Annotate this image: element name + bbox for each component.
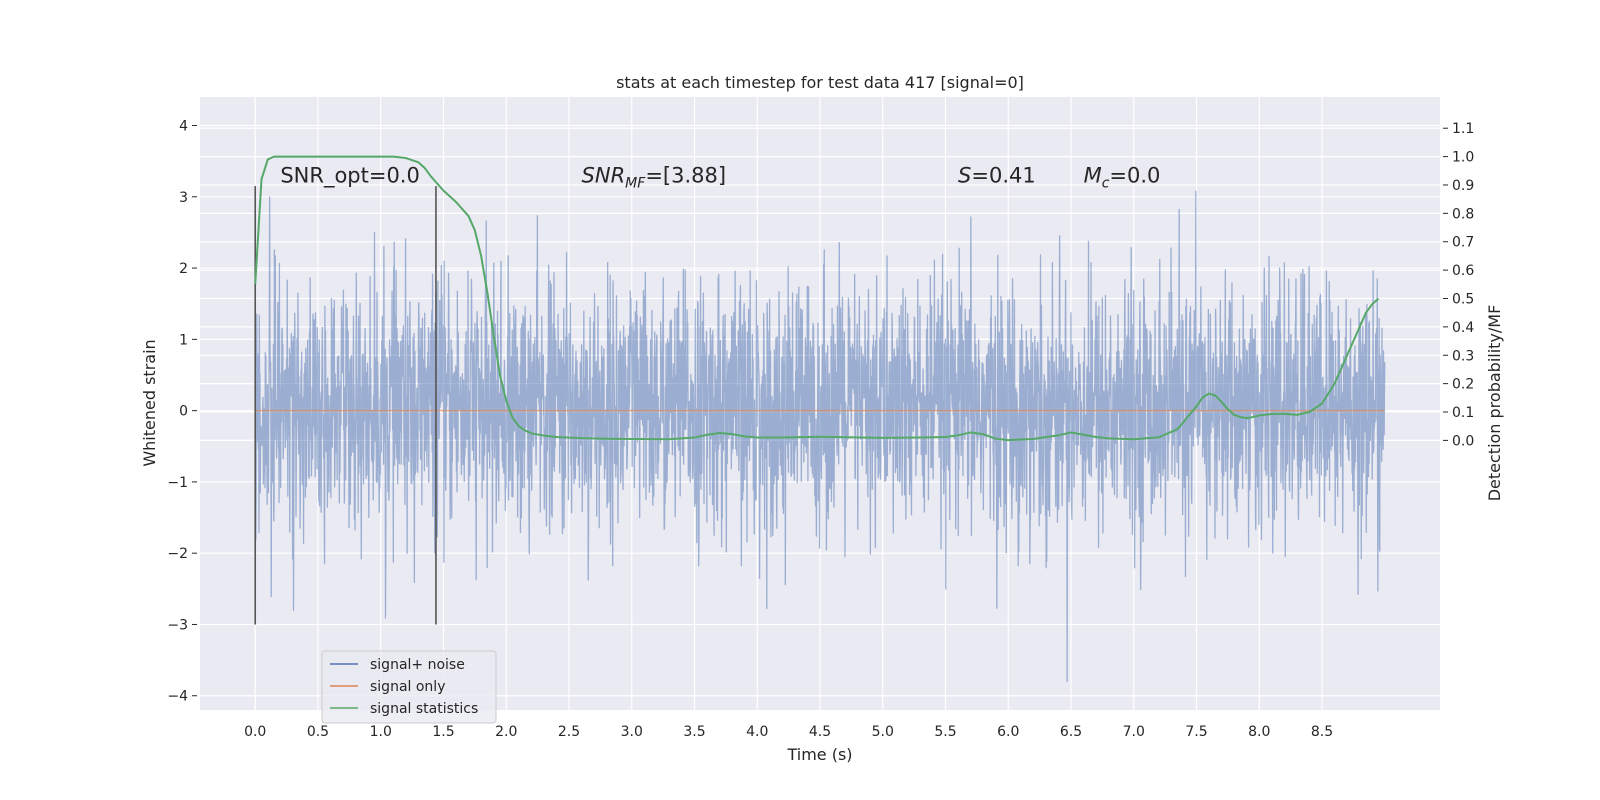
annotation-snr-mf-subscript: MF bbox=[625, 176, 646, 192]
y-tick-label-7: 3 bbox=[179, 190, 188, 206]
x-axis-ticks: 0.0 0.5 1.0 1.5 2.0 2.5 3.0 3.5 4.0 4.5 5.0 5.5 6.0 6… bbox=[244, 724, 1333, 740]
annotation-mc: Mc=0.0 bbox=[1084, 164, 1161, 192]
vertical-lines bbox=[254, 186, 437, 625]
x-tick-label-2: 1.0 bbox=[370, 724, 392, 740]
x-tick-label-1: 0.5 bbox=[307, 724, 329, 740]
y2-tick-label-4: 0.4 bbox=[1452, 320, 1474, 336]
x-tick-label-7: 3.5 bbox=[683, 724, 705, 740]
x-axis-label: Time (s) bbox=[786, 745, 852, 764]
annotation-snr-mf-symbol: SNR bbox=[582, 164, 626, 188]
y2-tick-label-0: 0.0 bbox=[1452, 433, 1474, 449]
y2-tick-label-5: 0.5 bbox=[1452, 291, 1474, 307]
x-tick-label-12: 6.0 bbox=[997, 724, 1019, 740]
annotation-s-value: =0.41 bbox=[971, 164, 1035, 188]
annotation-s: S=0.41 bbox=[958, 164, 1036, 188]
y2-tick-label-2: 0.2 bbox=[1452, 377, 1474, 393]
annotation-s-symbol: S bbox=[958, 164, 971, 188]
x-tick-label-9: 4.5 bbox=[809, 724, 831, 740]
annotation-mc-value: =0.0 bbox=[1109, 164, 1160, 188]
y-tick-label-6: 2 bbox=[179, 261, 188, 277]
y2-tick-label-6: 0.6 bbox=[1452, 263, 1474, 279]
y2-tick-label-7: 0.7 bbox=[1452, 235, 1474, 251]
legend-label-signal-statistics: signal statistics bbox=[370, 701, 478, 717]
x-tick-label-13: 6.5 bbox=[1060, 724, 1082, 740]
y2-tick-label-3: 0.3 bbox=[1452, 348, 1474, 364]
legend: signal+ noise signal only signal statist… bbox=[321, 650, 497, 724]
y-tick-label-4: 0 bbox=[179, 404, 188, 420]
y-axis-ticks: −4 −3 −2 −1 0 1 2 3 4 bbox=[167, 119, 197, 705]
x-tick-label-8: 4.0 bbox=[746, 724, 768, 740]
y2-tick-label-9: 0.9 bbox=[1452, 178, 1474, 194]
x-tick-label-3: 1.5 bbox=[432, 724, 454, 740]
signal-statistics-series bbox=[254, 155, 1380, 442]
series-signal-noise-line bbox=[254, 190, 1386, 683]
y2-axis-ticks: 0.0 0.1 0.2 0.3 0.4 0.5 0.6 0.7 0.8 0.9 1.0 1.1 bbox=[1443, 121, 1474, 449]
annotation-mc-symbol: M bbox=[1084, 164, 1102, 188]
x-tick-label-5: 2.5 bbox=[558, 724, 580, 740]
y-axis-label: Whitened strain bbox=[140, 339, 159, 466]
y2-tick-label-8: 0.8 bbox=[1452, 206, 1474, 222]
y-tick-label-0: −4 bbox=[167, 689, 188, 705]
y-tick-label-5: 1 bbox=[179, 332, 188, 348]
y2-tick-label-11: 1.1 bbox=[1452, 121, 1474, 137]
y-tick-label-1: −3 bbox=[167, 617, 188, 633]
x-tick-label-15: 7.5 bbox=[1185, 724, 1207, 740]
legend-box bbox=[321, 650, 497, 724]
y-tick-label-8: 4 bbox=[179, 119, 188, 135]
x-tick-label-11: 5.5 bbox=[934, 724, 956, 740]
x-tick-label-17: 8.5 bbox=[1311, 724, 1333, 740]
y-tick-label-3: −1 bbox=[167, 475, 188, 491]
annotation-mc-subscript: c bbox=[1102, 176, 1110, 192]
x-tick-label-10: 5.0 bbox=[872, 724, 894, 740]
y2-tick-label-10: 1.0 bbox=[1452, 150, 1474, 166]
x-tick-label-6: 3.0 bbox=[621, 724, 643, 740]
y2-axis-label: Detection probability/MF bbox=[1485, 305, 1504, 502]
x-tick-label-16: 8.0 bbox=[1248, 724, 1270, 740]
annotation-snr-opt: SNR_opt=0.0 bbox=[280, 164, 420, 189]
x-tick-label-14: 7.0 bbox=[1123, 724, 1145, 740]
y-tick-label-2: −2 bbox=[167, 546, 188, 562]
annotation-snr-mf: SNRMF=[3.88] bbox=[582, 164, 727, 192]
x-tick-label-0: 0.0 bbox=[244, 724, 266, 740]
legend-label-signal-only: signal only bbox=[370, 679, 445, 695]
x-tick-label-4: 2.0 bbox=[495, 724, 517, 740]
signal-noise-series bbox=[254, 190, 1386, 683]
annotation-snr-mf-value: =[3.88] bbox=[645, 164, 726, 188]
chart-title: stats at each timestep for test data 417… bbox=[616, 73, 1024, 92]
legend-label-signal-noise: signal+ noise bbox=[370, 657, 465, 673]
series-signal-statistics-line bbox=[254, 155, 1380, 442]
y2-tick-label-1: 0.1 bbox=[1452, 405, 1474, 421]
